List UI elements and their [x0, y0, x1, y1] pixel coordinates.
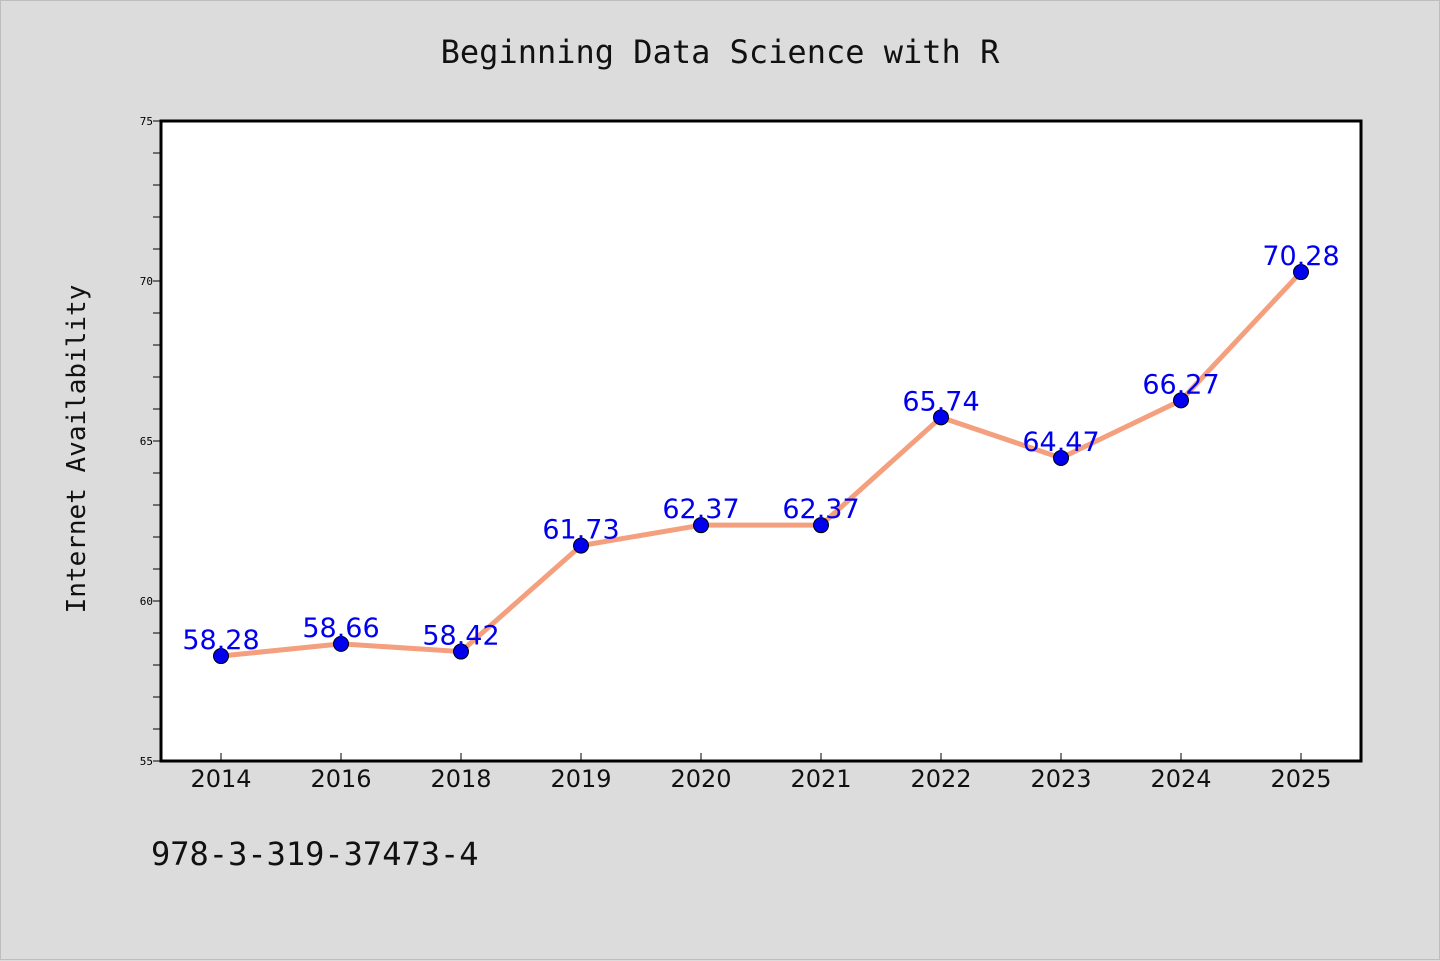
x-tick-label: 2025 [1270, 765, 1331, 793]
plot-area [159, 119, 1363, 763]
x-tick-label: 2014 [190, 765, 251, 793]
data-label: 62.37 [782, 494, 859, 525]
data-label: 70.28 [1262, 241, 1339, 272]
chart-title: Beginning Data Science with R [440, 33, 1000, 71]
data-label: 61.73 [542, 515, 619, 546]
data-point [1293, 264, 1309, 281]
series-line [218, 269, 1304, 659]
data-label: 58.42 [422, 621, 499, 652]
data-label: 66.27 [1142, 369, 1219, 400]
data-point [1173, 392, 1189, 409]
x-tick-label: 2022 [910, 765, 971, 793]
data-point [813, 517, 829, 534]
x-tick-label: 2016 [310, 765, 371, 793]
x-tick-label: 2019 [550, 765, 611, 793]
x-tick-label: 2018 [430, 765, 491, 793]
data-point [933, 409, 949, 426]
data-point [213, 648, 229, 665]
x-tick-label: 2020 [670, 765, 731, 793]
data-label: 62.37 [662, 494, 739, 525]
y-tick-label: 65 [140, 435, 153, 448]
data-point [573, 537, 589, 554]
isbn-footer: 978-3-319-37473-4 [151, 835, 479, 873]
data-point [453, 643, 469, 660]
data-point [333, 635, 349, 652]
data-label: 58.66 [302, 613, 379, 644]
x-tick-label: 2024 [1150, 765, 1211, 793]
data-label: 64.47 [1022, 427, 1099, 458]
x-tick-label: 2023 [1030, 765, 1091, 793]
data-label: 58.28 [182, 625, 259, 656]
data-label: 65.74 [902, 386, 979, 417]
data-point [1053, 449, 1069, 466]
x-tick-label: 2021 [790, 765, 851, 793]
y-tick-label: 70 [140, 275, 153, 288]
y-tick-label: 60 [140, 595, 153, 608]
data-point [693, 517, 709, 534]
y-tick-label: 75 [140, 115, 153, 128]
y-tick-label: 55 [140, 755, 153, 768]
